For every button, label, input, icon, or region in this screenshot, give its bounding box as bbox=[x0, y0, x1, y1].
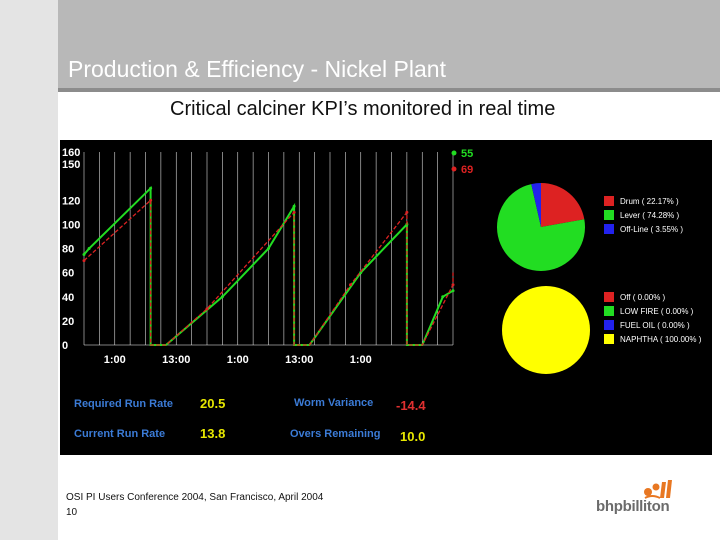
footer-page-number: 10 bbox=[66, 507, 78, 518]
data-point bbox=[451, 289, 455, 293]
y-tick-label: 100 bbox=[62, 219, 80, 231]
data-point bbox=[292, 210, 296, 214]
series-legend-label: 55 bbox=[461, 148, 473, 160]
worm-variance-value: -14.4 bbox=[396, 398, 426, 413]
data-point bbox=[405, 210, 409, 214]
pie-legend-item: Lever ( 74.28% ) bbox=[604, 210, 679, 220]
legend-swatch bbox=[604, 224, 614, 234]
current-run-rate-value: 13.8 bbox=[200, 426, 226, 441]
title-bar bbox=[58, 0, 720, 88]
pie-slice bbox=[497, 184, 585, 271]
y-tick-label: 80 bbox=[62, 244, 74, 256]
x-tick-label: 13:00 bbox=[162, 354, 190, 366]
legend-swatch bbox=[604, 210, 614, 220]
data-point bbox=[149, 186, 153, 190]
legend-swatch bbox=[604, 292, 614, 302]
legend-marker bbox=[451, 166, 457, 172]
pie-legend-item: FUEL OIL ( 0.00% ) bbox=[604, 320, 690, 330]
left-decor-band bbox=[0, 0, 58, 540]
legend-label: FUEL OIL ( 0.00% ) bbox=[620, 320, 690, 330]
data-point bbox=[82, 253, 86, 257]
y-tick-label: 20 bbox=[62, 316, 74, 328]
pie-slice bbox=[541, 183, 585, 227]
slide-title: Production & Efficiency - Nickel Plant bbox=[68, 56, 446, 82]
overs-remaining-value: 10.0 bbox=[400, 429, 426, 444]
legend-label: Off-Line ( 3.55% ) bbox=[620, 224, 683, 234]
footer-conference: OSI PI Users Conference 2004, San Franci… bbox=[66, 492, 324, 503]
pie-legend-item: Off ( 0.00% ) bbox=[604, 292, 665, 302]
required-run-rate-label: Required Run Rate bbox=[74, 398, 174, 410]
data-point bbox=[205, 307, 209, 311]
pie-legend-item: Off-Line ( 3.55% ) bbox=[604, 224, 683, 234]
data-point bbox=[220, 295, 224, 299]
logo-wordmark: bhpbilliton bbox=[596, 498, 670, 515]
legend-label: NAPHTHA ( 100.00% ) bbox=[620, 334, 702, 344]
y-tick-label: 40 bbox=[62, 292, 74, 304]
data-point bbox=[349, 283, 352, 287]
current-run-rate-label: Current Run Rate bbox=[74, 428, 166, 440]
legend-label: Off ( 0.00% ) bbox=[620, 292, 666, 302]
legend-label: LOW FIRE ( 0.00% ) bbox=[620, 306, 694, 316]
title-bar-underline bbox=[58, 88, 720, 92]
y-tick-label: 60 bbox=[62, 268, 74, 280]
data-point bbox=[441, 295, 445, 299]
x-tick-label: 1:00 bbox=[104, 354, 126, 366]
x-tick-label: 1:00 bbox=[350, 354, 372, 366]
y-tick-label: 120 bbox=[62, 195, 80, 207]
footer: OSI PI Users Conference 2004, San Franci… bbox=[66, 490, 323, 520]
legend-swatch bbox=[604, 196, 614, 206]
data-point bbox=[451, 283, 455, 287]
legend-label: Drum ( 22.17% ) bbox=[620, 196, 679, 206]
legend-swatch bbox=[604, 320, 614, 330]
pie-legend-item: Drum ( 22.17% ) bbox=[604, 196, 679, 206]
legend-swatch bbox=[604, 334, 614, 344]
pie-legend-item: LOW FIRE ( 0.00% ) bbox=[604, 306, 693, 316]
y-tick-label: 0 bbox=[62, 340, 68, 352]
legend-marker bbox=[451, 150, 457, 156]
y-tick-label: 150 bbox=[62, 159, 80, 171]
slide-subtitle: Critical calciner KPI’s monitored in rea… bbox=[170, 98, 556, 120]
y-tick-label: 160 bbox=[62, 147, 80, 159]
data-point bbox=[87, 247, 91, 250]
legend-swatch bbox=[604, 306, 614, 316]
data-point bbox=[149, 198, 153, 202]
x-tick-label: 13:00 bbox=[285, 354, 313, 366]
data-point bbox=[267, 247, 270, 250]
data-point bbox=[359, 271, 363, 275]
series-legend-label: 69 bbox=[461, 164, 473, 176]
x-tick-label: 1:00 bbox=[227, 354, 249, 366]
pi-display-screen: 0 20 40 60 80 100 120 150 160 1:00 13:00 1:00 13:00… bbox=[60, 140, 712, 455]
pie-legend-item: NAPHTHA ( 100.00% ) bbox=[604, 334, 701, 344]
bhp-logo-icon bbox=[644, 480, 672, 499]
pie-slice bbox=[502, 286, 590, 374]
data-point bbox=[292, 204, 296, 208]
worm-variance-label: Worm Variance bbox=[294, 397, 374, 409]
series-line-69 bbox=[83, 198, 454, 346]
pie-slice bbox=[531, 183, 541, 227]
required-run-rate-value: 20.5 bbox=[200, 396, 226, 411]
data-point bbox=[82, 259, 86, 263]
legend-label: Lever ( 74.28% ) bbox=[620, 210, 680, 220]
overs-remaining-label: Overs Remaining bbox=[290, 428, 381, 440]
